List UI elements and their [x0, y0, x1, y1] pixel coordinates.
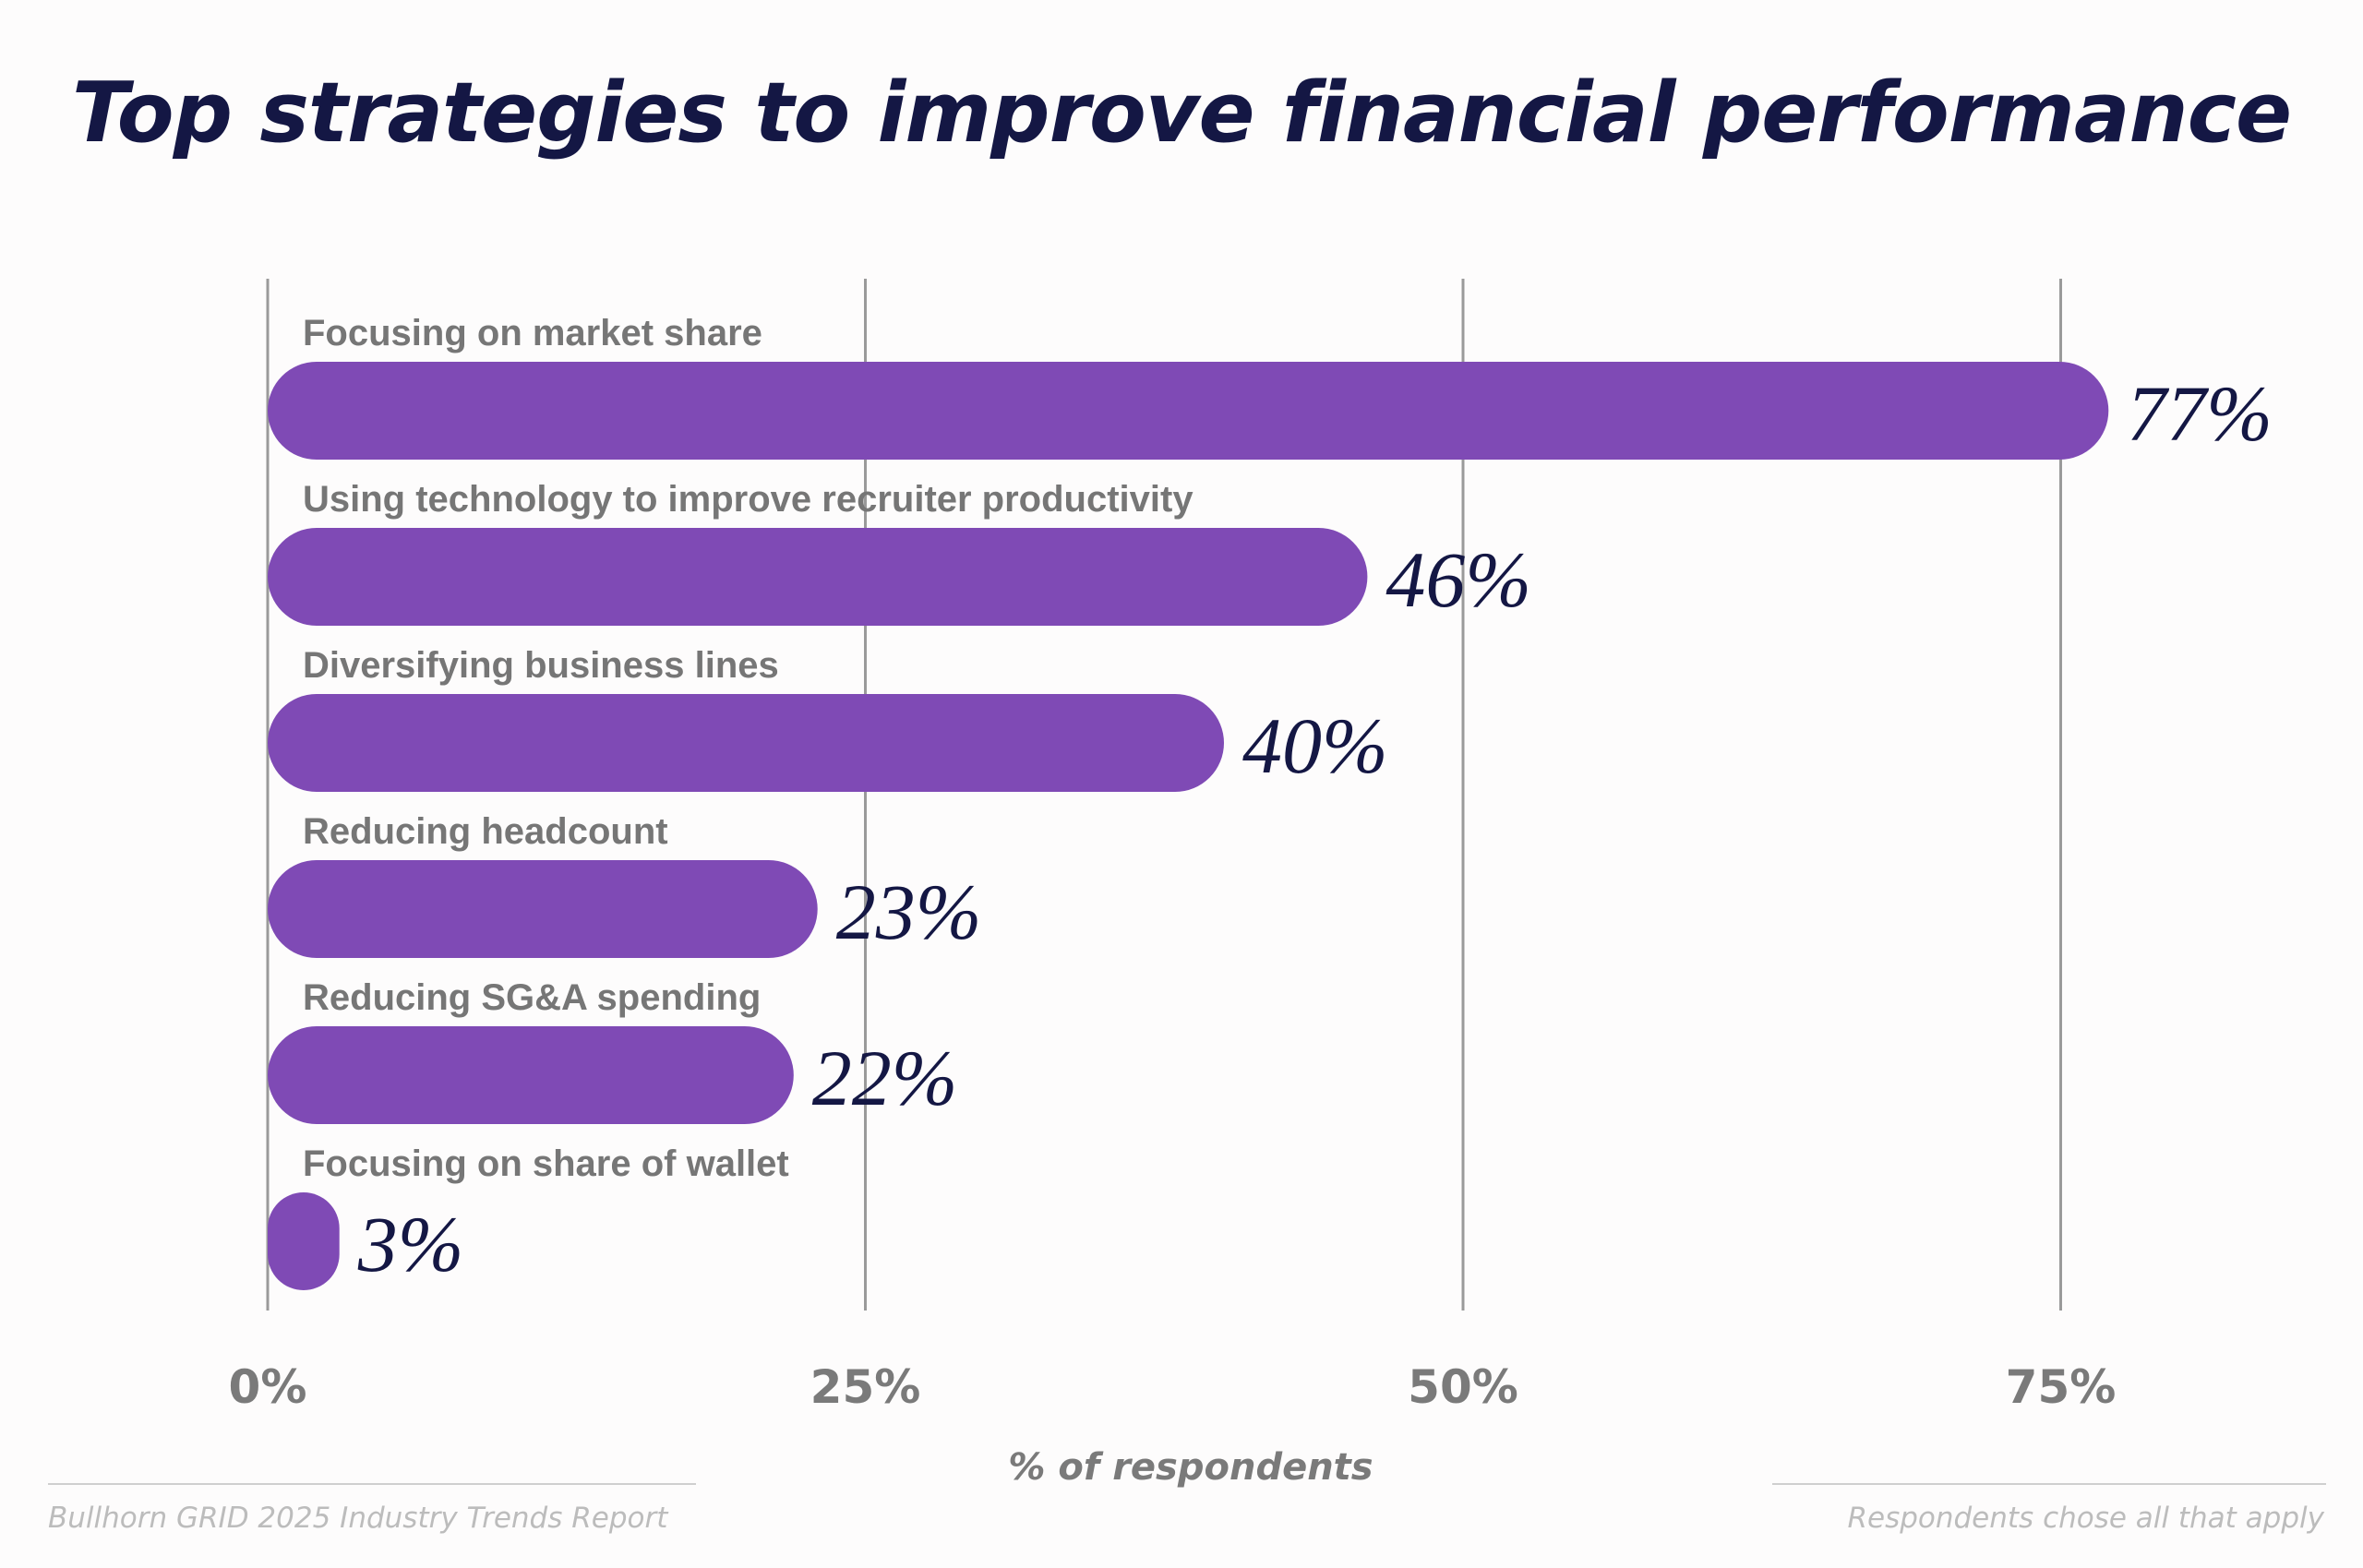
category-label: Focusing on market share — [303, 313, 762, 353]
bar-3 — [268, 694, 1224, 792]
category-label: Reducing SG&A spending — [303, 977, 761, 1018]
x-tick-label: 0% — [229, 1360, 307, 1414]
data-label: 22% — [812, 1034, 958, 1122]
data-label: 40% — [1242, 701, 1388, 790]
bar-5 — [268, 1026, 794, 1124]
category-label: Using technology to improve recruiter pr… — [303, 479, 1193, 520]
category-label: Diversifying business lines — [303, 645, 779, 686]
x-tick-label: 50% — [1408, 1360, 1518, 1414]
x-axis-title: % of respondents — [1008, 1446, 1373, 1489]
bar-6 — [268, 1192, 340, 1290]
footer-divider-left — [48, 1483, 696, 1485]
bar-2 — [268, 528, 1368, 626]
x-tick-label: 25% — [810, 1360, 921, 1414]
x-tick-label: 75% — [2006, 1360, 2117, 1414]
respondents-note: Respondents chose all that apply — [1847, 1502, 2324, 1535]
source-note: Bullhorn GRID 2025 Industry Trends Repor… — [48, 1502, 668, 1535]
data-label: 77% — [2127, 369, 2273, 458]
footer-divider-right — [1772, 1483, 2326, 1485]
bar-1 — [268, 362, 2109, 460]
chart-title: Top strategies to improve financial perf… — [71, 65, 2292, 162]
data-label: 3% — [357, 1200, 464, 1288]
bar-4 — [268, 860, 818, 958]
data-label: 23% — [836, 868, 982, 956]
data-label: 46% — [1385, 535, 1531, 624]
category-label: Focusing on share of wallet — [303, 1143, 789, 1184]
category-label: Reducing headcount — [303, 811, 668, 852]
